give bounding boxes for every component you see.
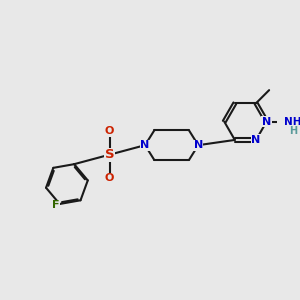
Text: N: N: [262, 117, 271, 127]
Text: H: H: [290, 126, 298, 136]
Text: O: O: [105, 126, 114, 136]
Text: N: N: [140, 140, 150, 150]
Text: S: S: [105, 148, 114, 161]
Text: O: O: [105, 173, 114, 183]
Text: N: N: [194, 140, 203, 150]
Text: F: F: [52, 200, 59, 210]
Text: N: N: [251, 135, 261, 145]
Text: NH: NH: [284, 117, 300, 127]
